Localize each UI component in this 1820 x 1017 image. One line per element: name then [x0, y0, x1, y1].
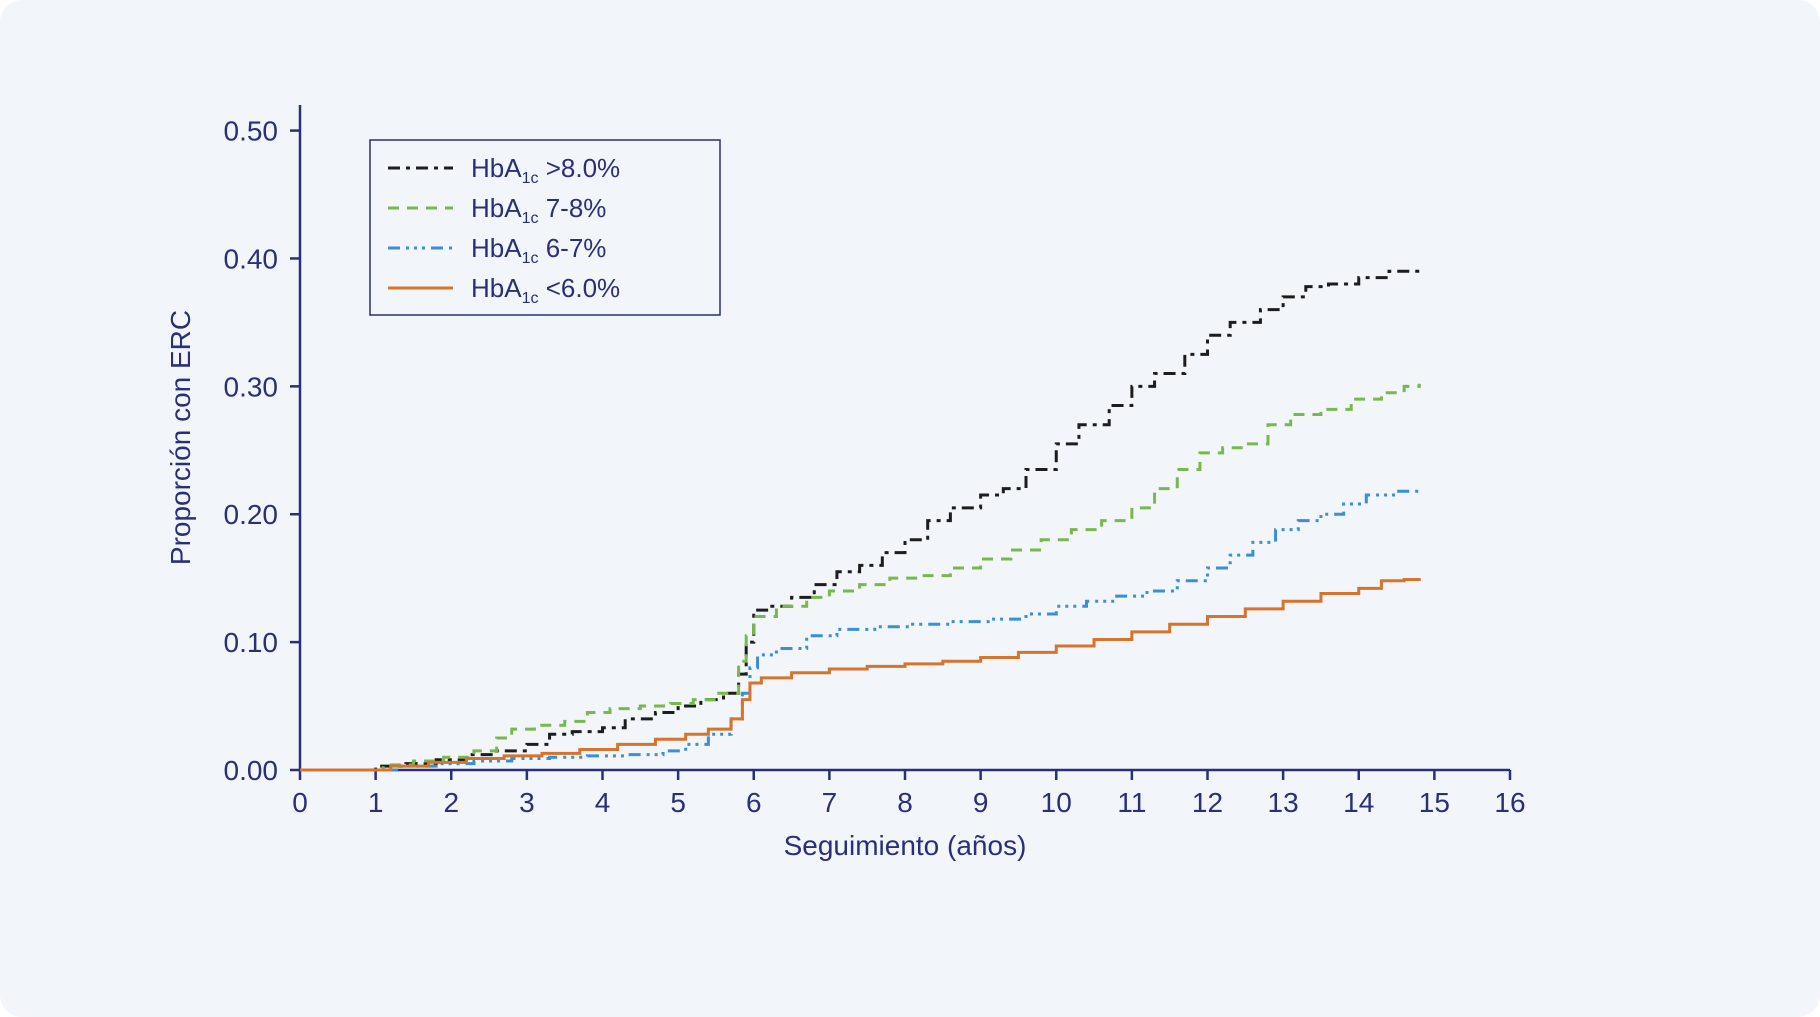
chart-svg: 0123456789101112131415160.000.100.200.30… — [0, 0, 1820, 1017]
x-tick-label: 5 — [670, 787, 686, 818]
x-tick-label: 14 — [1343, 787, 1374, 818]
y-tick-label: 0.50 — [224, 116, 279, 147]
x-tick-label: 13 — [1268, 787, 1299, 818]
x-tick-label: 16 — [1494, 787, 1525, 818]
x-tick-label: 7 — [822, 787, 838, 818]
x-tick-label: 9 — [973, 787, 989, 818]
x-tick-label: 10 — [1041, 787, 1072, 818]
x-tick-label: 11 — [1117, 787, 1146, 818]
x-tick-label: 8 — [897, 787, 913, 818]
x-tick-label: 2 — [443, 787, 459, 818]
y-tick-label: 0.20 — [224, 499, 279, 530]
legend-label: HbA1c <6.0% — [471, 273, 620, 307]
y-tick-label: 0.00 — [224, 755, 279, 786]
x-tick-label: 0 — [292, 787, 308, 818]
x-tick-label: 3 — [519, 787, 535, 818]
x-tick-label: 1 — [368, 787, 384, 818]
legend-label: HbA1c 7-8% — [471, 193, 606, 227]
x-axis-title: Seguimiento (años) — [784, 830, 1027, 861]
legend-label: HbA1c >8.0% — [471, 153, 620, 187]
x-tick-label: 12 — [1192, 787, 1223, 818]
x-tick-label: 15 — [1419, 787, 1450, 818]
y-axis-title: Proporción con ERC — [165, 310, 196, 565]
x-tick-label: 6 — [746, 787, 762, 818]
chart-container: 0123456789101112131415160.000.100.200.30… — [0, 0, 1820, 1017]
y-tick-label: 0.10 — [224, 627, 279, 658]
legend-label: HbA1c 6-7% — [471, 233, 606, 267]
y-tick-label: 0.40 — [224, 243, 279, 274]
x-tick-label: 4 — [595, 787, 611, 818]
y-tick-label: 0.30 — [224, 371, 279, 402]
